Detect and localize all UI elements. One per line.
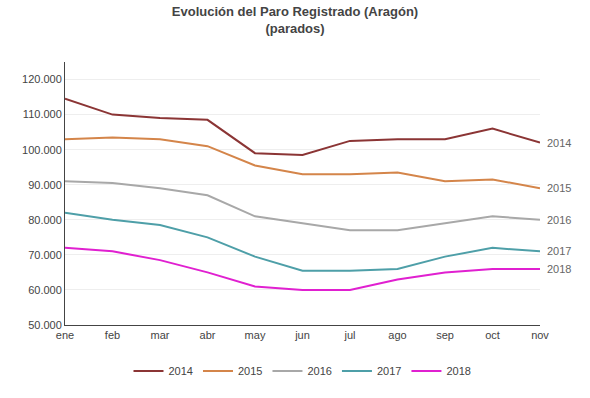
svg-text:80.000: 80.000 [28, 214, 62, 226]
svg-text:2015: 2015 [238, 365, 262, 377]
svg-text:2017: 2017 [377, 365, 401, 377]
svg-text:jul: jul [343, 329, 355, 341]
svg-text:100.000: 100.000 [22, 144, 62, 156]
svg-text:jun: jun [294, 329, 310, 341]
svg-text:120.000: 120.000 [22, 73, 62, 85]
svg-text:oct: oct [485, 329, 500, 341]
svg-text:2014: 2014 [169, 365, 193, 377]
svg-text:sep: sep [436, 329, 454, 341]
svg-text:2018: 2018 [547, 263, 571, 275]
svg-text:ene: ene [56, 329, 74, 341]
svg-text:70.000: 70.000 [28, 249, 62, 261]
svg-text:2016: 2016 [307, 365, 331, 377]
svg-text:may: may [245, 329, 266, 341]
svg-text:2017: 2017 [547, 245, 571, 257]
svg-text:2015: 2015 [547, 182, 571, 194]
svg-text:110.000: 110.000 [23, 108, 62, 120]
svg-text:60.000: 60.000 [28, 284, 62, 296]
svg-text:2016: 2016 [547, 214, 571, 226]
svg-text:2018: 2018 [446, 365, 470, 377]
svg-text:Evolución del Paro Registrado: Evolución del Paro Registrado (Aragón)(p… [172, 4, 418, 36]
svg-text:ago: ago [388, 329, 406, 341]
svg-text:90.000: 90.000 [28, 179, 62, 191]
svg-text:50.000: 50.000 [28, 319, 62, 331]
svg-text:mar: mar [151, 329, 170, 341]
svg-text:nov: nov [531, 329, 549, 341]
svg-text:feb: feb [105, 329, 120, 341]
svg-text:2014: 2014 [547, 137, 571, 149]
svg-text:abr: abr [200, 329, 216, 341]
